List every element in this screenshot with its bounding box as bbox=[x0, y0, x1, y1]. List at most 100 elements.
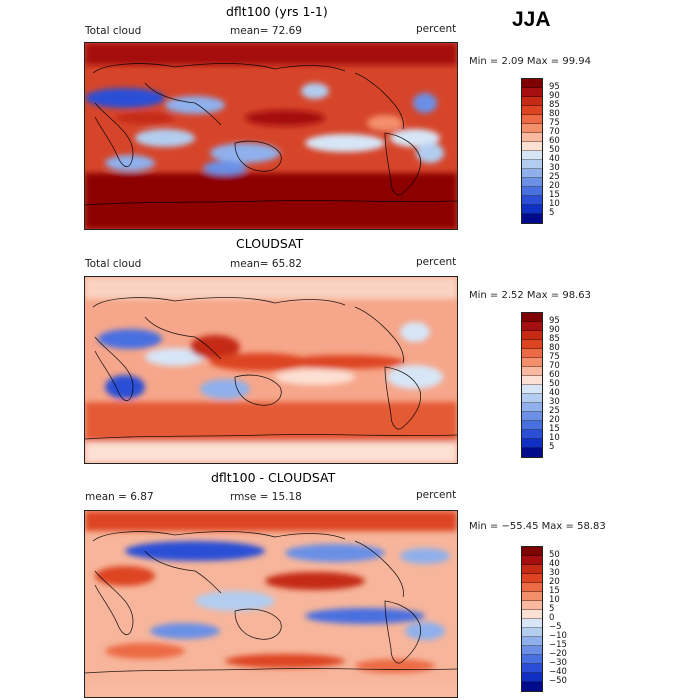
panel-2-colorbar-swatch bbox=[522, 313, 542, 322]
panel-3-colorbar-label: 15 bbox=[549, 586, 560, 596]
season-label: JJA bbox=[512, 8, 551, 31]
panel-3-colorbar-label: −15 bbox=[549, 640, 567, 650]
panel-3-colorbar-swatch bbox=[522, 664, 542, 673]
panel-1-colorbar-swatch bbox=[522, 79, 542, 88]
panel-3-colorbar-label: 10 bbox=[549, 595, 560, 605]
panel-2-colorbar-label: 70 bbox=[549, 361, 560, 371]
panel-3-title: dflt100 - CLOUDSAT bbox=[211, 470, 336, 485]
panel-2-colorbar-swatch bbox=[522, 394, 542, 403]
panel-1-colorbar-label: 15 bbox=[549, 190, 560, 200]
panel-2-min-max: Min = 2.52 Max = 98.63 bbox=[469, 290, 591, 301]
panel-3-colorbar-label: 40 bbox=[549, 559, 560, 569]
panel-3-mean: mean = 6.87 bbox=[85, 491, 154, 503]
panel-1-map-field bbox=[85, 43, 457, 229]
panel-2-colorbar bbox=[521, 312, 543, 458]
panel-3-colorbar-swatch bbox=[522, 601, 542, 610]
panel-1-colorbar-swatch bbox=[522, 106, 542, 115]
panel-3-colorbar-label: −20 bbox=[549, 649, 567, 659]
panel-1-colorbar-label: 95 bbox=[549, 82, 560, 92]
panel-1-map bbox=[84, 42, 458, 230]
panel-2-colorbar-label: 85 bbox=[549, 334, 560, 344]
panel-2-colorbar-swatch bbox=[522, 358, 542, 367]
panel-3-colorbar-swatch bbox=[522, 583, 542, 592]
panel-2-colorbar-swatch bbox=[522, 385, 542, 394]
panel-2-colorbar-swatch bbox=[522, 403, 542, 412]
panel-1-colorbar bbox=[521, 78, 543, 224]
panel-3-colorbar bbox=[521, 546, 543, 692]
panel-1-colorbar-label: 60 bbox=[549, 136, 560, 146]
panel-3-colorbar-label: −10 bbox=[549, 631, 567, 641]
panel-1-colorbar-label: 75 bbox=[549, 118, 560, 128]
panel-2-colorbar-label: 15 bbox=[549, 424, 560, 434]
panel-1-colorbar-swatch bbox=[522, 169, 542, 178]
panel-2-left-text: Total cloud bbox=[85, 258, 142, 270]
panel-1-colorbar-swatch bbox=[522, 178, 542, 187]
panel-3-colorbar-label: 50 bbox=[549, 550, 560, 560]
panel-2-colorbar-label: 60 bbox=[549, 370, 560, 380]
panel-2-colorbar-label: 75 bbox=[549, 352, 560, 362]
panel-3-colorbar-label: −50 bbox=[549, 676, 567, 686]
panel-3-colorbar-swatch bbox=[522, 592, 542, 601]
panel-1-colorbar-swatch bbox=[522, 133, 542, 142]
panel-1-colorbar-swatch bbox=[522, 124, 542, 133]
panel-1-colorbar-label: 40 bbox=[549, 154, 560, 164]
panel-3-colorbar-swatch bbox=[522, 547, 542, 556]
panel-3-colorbar-label: 5 bbox=[549, 604, 555, 614]
panel-2-colorbar-label: 10 bbox=[549, 433, 560, 443]
panel-3-colorbar-swatch bbox=[522, 655, 542, 664]
panel-1-colorbar-label: 10 bbox=[549, 199, 560, 209]
panel-1-colorbar-label: 90 bbox=[549, 91, 560, 101]
panel-1-colorbar-swatch bbox=[522, 115, 542, 124]
panel-3-colorbar-label: −40 bbox=[549, 667, 567, 677]
panel-1-colorbar-swatch bbox=[522, 196, 542, 205]
panel-2-colorbar-label: 50 bbox=[549, 379, 560, 389]
panel-3-colorbar-swatch bbox=[522, 619, 542, 628]
panel-3-colorbar-swatch bbox=[522, 646, 542, 655]
panel-1-colorbar-swatch bbox=[522, 160, 542, 169]
panel-2-colorbar-swatch bbox=[522, 412, 542, 421]
panel-1-colorbar-label: 25 bbox=[549, 172, 560, 182]
panel-3-colorbar-swatch bbox=[522, 574, 542, 583]
panel-2-colorbar-label: 30 bbox=[549, 397, 560, 407]
panel-2-colorbar-label: 20 bbox=[549, 415, 560, 425]
panel-1-colorbar-swatch bbox=[522, 88, 542, 97]
panel-1-colorbar-swatch bbox=[522, 205, 542, 214]
panel-3-colorbar-label: 20 bbox=[549, 577, 560, 587]
panel-3-colorbar-swatch bbox=[522, 673, 542, 682]
panel-2-units: percent bbox=[416, 256, 457, 268]
panel-2-colorbar-swatch bbox=[522, 448, 542, 457]
panel-2-colorbar-swatch bbox=[522, 340, 542, 349]
panel-2-mean: mean= 65.82 bbox=[230, 258, 302, 270]
panel-1-colorbar-label: 80 bbox=[549, 109, 560, 119]
panel-2-colorbar-swatch bbox=[522, 331, 542, 340]
panel-1-colorbar-label: 5 bbox=[549, 208, 555, 218]
panel-3-colorbar-label: 0 bbox=[549, 613, 555, 623]
panel-2-colorbar-swatch bbox=[522, 439, 542, 448]
panel-2-colorbar-label: 5 bbox=[549, 442, 555, 452]
panel-2-colorbar-swatch bbox=[522, 367, 542, 376]
panel-3-min-max: Min = −55.45 Max = 58.83 bbox=[469, 521, 606, 532]
panel-2-map-field bbox=[85, 277, 457, 463]
panel-2-colorbar-swatch bbox=[522, 349, 542, 358]
panel-3-colorbar-swatch bbox=[522, 565, 542, 574]
panel-2-colorbar-label: 95 bbox=[549, 316, 560, 326]
panel-1-colorbar-swatch bbox=[522, 187, 542, 196]
panel-2-title: CLOUDSAT bbox=[236, 236, 304, 251]
panel-1-colorbar-label: 20 bbox=[549, 181, 560, 191]
panel-3-colorbar-swatch bbox=[522, 637, 542, 646]
panel-2-colorbar-label: 80 bbox=[549, 343, 560, 353]
panel-3-colorbar-swatch bbox=[522, 556, 542, 565]
panel-3-colorbar-label: −5 bbox=[549, 622, 562, 632]
panel-3-rmse: rmse = 15.18 bbox=[230, 491, 302, 503]
panel-2-colorbar-swatch bbox=[522, 421, 542, 430]
panel-2-colorbar-swatch bbox=[522, 376, 542, 385]
panel-1-units: percent bbox=[416, 23, 457, 35]
panel-1-min-max: Min = 2.09 Max = 99.94 bbox=[469, 56, 591, 67]
panel-1-colorbar-swatch bbox=[522, 151, 542, 160]
panel-2-map bbox=[84, 276, 458, 464]
panel-1-colorbar-swatch bbox=[522, 142, 542, 151]
panel-2-colorbar-label: 25 bbox=[549, 406, 560, 416]
panel-3-colorbar-label: −30 bbox=[549, 658, 567, 668]
panel-3-colorbar-swatch bbox=[522, 610, 542, 619]
panel-1-colorbar-label: 30 bbox=[549, 163, 560, 173]
